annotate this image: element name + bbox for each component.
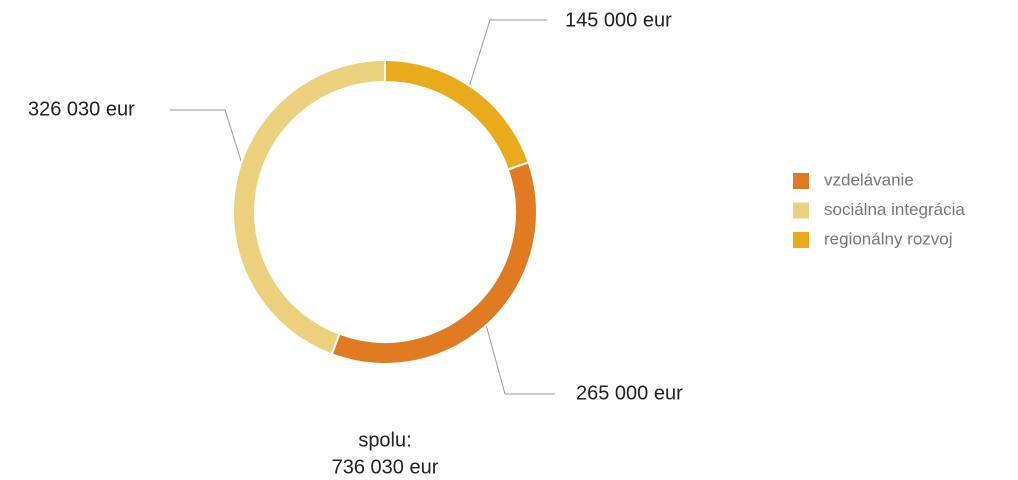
legend-swatch (793, 232, 809, 248)
legend-swatch (793, 173, 809, 189)
legend-label: vzdelávanie (824, 170, 914, 189)
legend-swatch (793, 202, 809, 219)
slice (384, 58, 530, 171)
leader-line (464, 19, 547, 101)
slice (232, 58, 386, 356)
data-label: 145 000 eur (565, 9, 672, 31)
leader-line (481, 309, 555, 395)
slice (330, 161, 538, 365)
data-label: 265 000 eur (576, 382, 683, 404)
legend-label: sociálna integrácia (824, 200, 965, 219)
total-value: 736 030 eur (332, 456, 439, 478)
data-label: 326 030 eur (28, 98, 135, 120)
legend-label: regionálny rozvoj (824, 229, 953, 248)
total-label: spolu: (358, 429, 411, 451)
